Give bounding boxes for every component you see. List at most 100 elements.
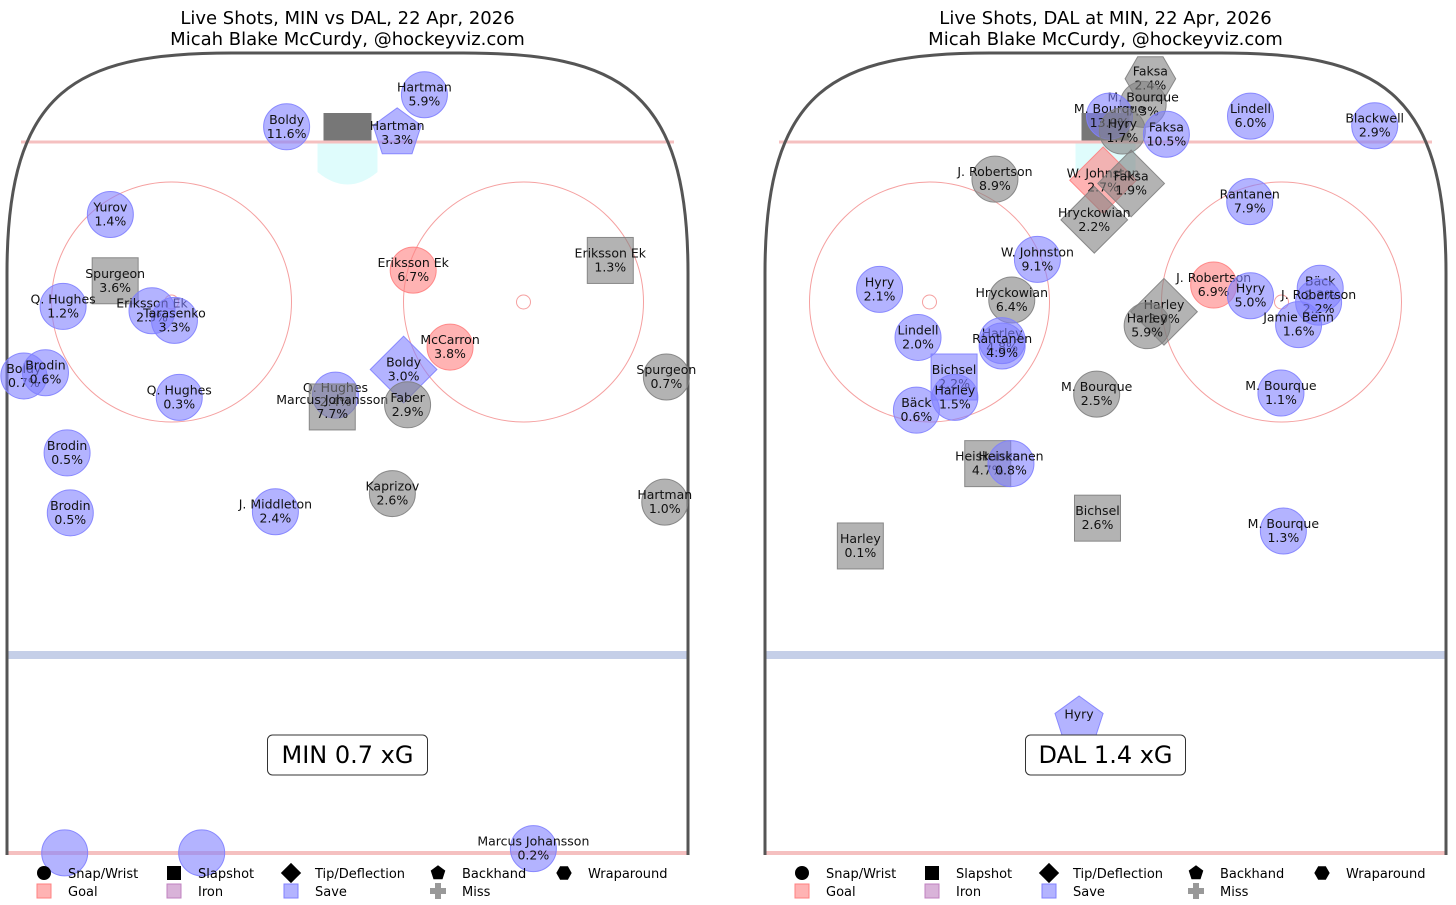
legend-hexagon-icon [556,866,572,880]
shot-player-label: Bäck [901,395,932,410]
shot-marker [263,103,311,151]
legend-label: Iron [956,885,981,900]
legend-hexagon-icon [1314,866,1330,880]
legend-label: Miss [1220,885,1249,900]
shot-marker [43,429,91,477]
chart-subtitle: Micah Blake McCurdy, @hockeyviz.com [928,29,1283,50]
shot-marker [1227,272,1275,320]
shot-player-label: Eriksson Ek [575,245,647,260]
shot-map-dal: Live Shots, DAL at MIN, 22 Apr, 2026Mica… [763,8,1448,855]
shot-marker [1351,102,1399,150]
shot-xg-label: 1.4% [94,213,126,228]
shot-player-label: Tarasenko [142,305,206,320]
shot-marker [91,257,139,305]
legend-square-icon [167,866,181,880]
shot-player-label: Hryckowian [1058,205,1131,220]
shot-xg-label: 3.0% [388,369,420,384]
shot-player-label: Hyry [1236,281,1266,296]
xg-total-label: MIN 0.7 xG [282,741,414,769]
shot-player-label: J. Middleton [238,497,312,512]
shot-marker [894,313,942,361]
shot-player-label: McCarron [420,332,479,347]
shot-xg-label: 1.1% [1265,392,1297,407]
legend-label: Miss [462,885,491,900]
shot-player-label: Bichsel [932,362,977,377]
legend-label: Tip/Deflection [1072,867,1163,882]
shot-marker [178,829,226,877]
shot-player-label: Eriksson Ek [377,255,449,270]
shot-player-label: M. Bourque [1245,378,1317,393]
shot-marker [1123,302,1171,350]
legend-label: Goal [826,885,856,900]
shot-player-label: Hyry [865,274,895,289]
shot-xg-label: 11.6% [267,126,307,141]
shot-player-label: J. Robertson [956,164,1032,179]
shot-marker [1275,301,1323,349]
shot-xg-label: 2.6% [376,493,408,508]
shot-xg-label: 3.8% [434,346,466,361]
shot-xg-label: 2.9% [392,404,424,419]
blue-line [765,651,1446,659]
legend-label: Snap/Wrist [826,867,896,882]
shot-xg-label: 2.5% [1081,393,1113,408]
shot-xg-label: 10.5% [1147,133,1187,148]
shot-marker [1060,185,1129,254]
shot-xg-label: 9.1% [1022,258,1054,273]
shot-xg-label: 0.8% [995,463,1027,478]
shot-xg-label: 6.7% [397,269,429,284]
shot-marker [586,236,634,284]
shot-marker [46,489,94,537]
shot-player-label: Faber [390,390,425,405]
shot-xg-label: 0.5% [51,452,83,467]
shot-xg-label: 3.3% [159,319,191,334]
shot-player-label: Faksa [1133,64,1168,79]
shot-xg-label: 0.1% [844,545,876,560]
rink-boards [5,51,690,855]
legend-miss-icon [430,883,446,899]
xg-total-box [1025,734,1186,776]
shot-marker [1097,149,1166,218]
shot-xg-label: 2.2% [1078,219,1110,234]
shot-xg-label: 5.0% [1235,295,1267,310]
shot-marker [155,373,203,421]
shot-marker [642,353,690,401]
shot-player-label: Q. Hughes [147,382,212,397]
shot-player-label: Boldy [269,112,305,127]
legend-iron-icon [924,883,940,899]
shot-xg-label: 3.3% [381,132,413,147]
shot-marker [987,440,1035,488]
shot-xg-label: 5.9% [409,94,441,109]
legend-label: Wraparound [588,867,668,882]
blue-line [7,651,688,659]
legend-save-icon [1041,883,1057,899]
shot-player-label: Rantanen [1220,187,1280,202]
shot-marker [1142,110,1190,158]
shot-player-label: Spurgeon [85,266,145,281]
shot-player-label: Lindell [1230,101,1271,116]
shot-xg-label: 1.0% [649,501,681,516]
shot-xg-label: 2.4% [260,511,292,526]
legend-label: Slapshot [956,867,1012,882]
shot-xg-label: 2.0% [902,336,934,351]
shot-player-label: Hartman [370,118,425,133]
shot-xg-label: 2.1% [864,288,896,303]
shot-marker [971,155,1019,203]
shot-marker [389,246,437,294]
shot-marker [372,107,422,155]
legend-label: Tip/Deflection [314,867,405,882]
legend-miss-icon [1188,883,1204,899]
shot-xg-label: 0.6% [901,409,933,424]
legend-diamond-icon [1038,862,1060,884]
shot-player-label: Hartman [397,80,452,95]
legend-pentagon-icon [1188,865,1204,880]
shot-marker [892,386,940,434]
goal-crease [317,142,378,185]
shot-marker [368,470,416,518]
shot-player-label: Jamie Benn [1262,310,1334,325]
chart-title: Live Shots, MIN vs DAL, 22 Apr, 2026 [180,8,514,29]
shot-marker [86,190,134,238]
legend-square-icon [925,866,939,880]
shot-xg-label: 1.3% [594,259,626,274]
shot-player-label: Brodin [25,358,65,373]
